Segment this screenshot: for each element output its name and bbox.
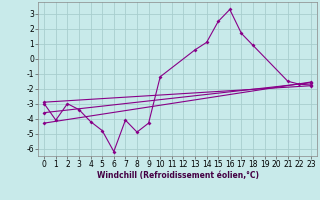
X-axis label: Windchill (Refroidissement éolien,°C): Windchill (Refroidissement éolien,°C) [97, 171, 259, 180]
